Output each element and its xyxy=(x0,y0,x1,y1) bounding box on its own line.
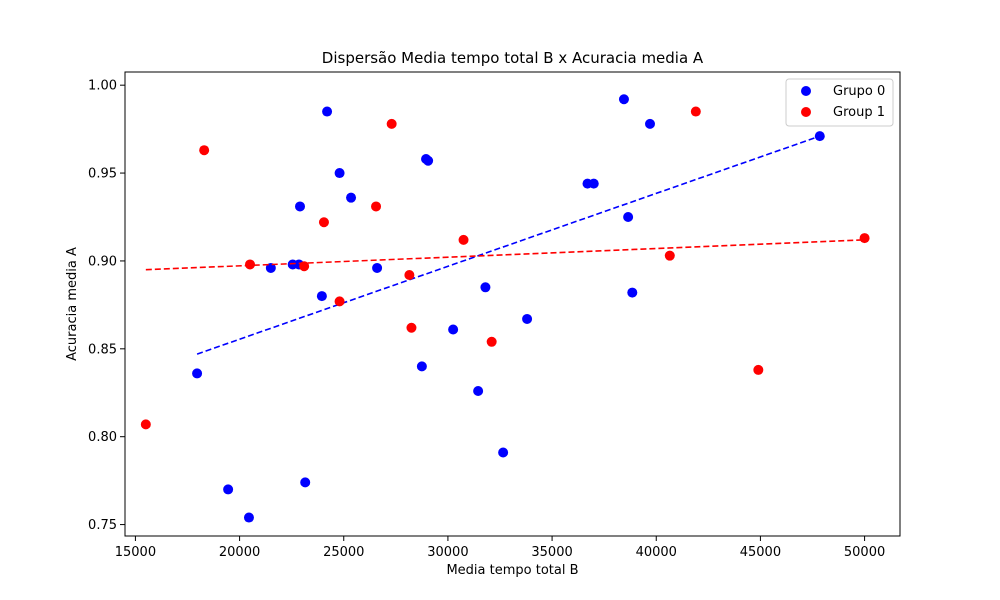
data-point-series-1 xyxy=(386,118,397,129)
data-point-series-0 xyxy=(448,324,459,335)
data-point-series-1 xyxy=(245,259,255,270)
data-point-series-1 xyxy=(299,261,310,272)
data-point-series-0 xyxy=(416,361,427,372)
y-tick-label: 0.95 xyxy=(88,167,117,182)
trendline-series-1 xyxy=(145,239,865,271)
data-point-series-1 xyxy=(371,201,382,212)
y-axis: 0.75 0.80 0.85 0.90 0.95 1.00 xyxy=(88,79,125,533)
x-tick-label: 50000 xyxy=(844,545,885,560)
legend-label-grupo-0: Grupo 0 xyxy=(833,84,885,99)
data-point-series-1 xyxy=(753,364,764,375)
x-tick-label: 25000 xyxy=(323,545,364,560)
legend: Grupo 0 Group 1 xyxy=(785,78,894,127)
legend-marker-grupo-0 xyxy=(801,86,811,96)
data-point-series-1 xyxy=(318,217,329,228)
data-point-series-0 xyxy=(372,262,383,273)
data-point-series-0 xyxy=(346,192,357,203)
data-point-series-1 xyxy=(859,233,870,244)
data-point-series-0 xyxy=(627,287,638,298)
data-point-series-1 xyxy=(334,296,345,307)
x-tick-label: 45000 xyxy=(740,545,781,560)
data-point-series-1 xyxy=(404,270,415,280)
data-point-series-0 xyxy=(618,94,629,105)
x-axis-label: Media tempo total B xyxy=(446,563,578,578)
data-point-series-1 xyxy=(486,336,497,347)
data-point-series-0 xyxy=(265,262,276,273)
data-point-series-0 xyxy=(623,212,634,222)
x-axis: 15000 20000 25000 30000 35000 40000 45000 50000 xyxy=(115,536,885,560)
trendline-series-0 xyxy=(196,135,821,355)
legend-label-group-1: Group 1 xyxy=(833,105,885,120)
x-tick-label: 35000 xyxy=(531,545,572,560)
legend-frame xyxy=(785,78,894,127)
data-point-series-0 xyxy=(300,477,311,488)
y-tick-label: 0.85 xyxy=(88,342,117,357)
x-tick-label: 30000 xyxy=(427,545,468,560)
data-point-series-1 xyxy=(458,234,469,245)
data-point-series-1 xyxy=(406,322,417,333)
data-point-series-0 xyxy=(316,291,327,302)
x-tick-label: 20000 xyxy=(219,545,260,560)
data-point-series-0 xyxy=(423,155,434,166)
data-point-series-0 xyxy=(814,131,825,142)
plot-frame xyxy=(124,71,901,537)
data-point-series-1 xyxy=(664,250,675,261)
y-tick-label: 0.75 xyxy=(88,518,117,533)
x-tick-label: 15000 xyxy=(115,545,156,560)
data-point-series-0 xyxy=(192,368,203,379)
data-point-series-0 xyxy=(243,512,254,523)
data-point-series-0 xyxy=(223,484,234,495)
y-axis-label: Acuracia media A xyxy=(65,247,80,361)
data-point-series-0 xyxy=(473,386,484,396)
x-tick-label: 40000 xyxy=(636,545,677,560)
chart-title: Dispersão Media tempo total B x Acuracia… xyxy=(322,49,704,67)
data-point-series-0 xyxy=(334,168,345,179)
legend-marker-group-1 xyxy=(801,107,811,117)
data-point-series-0 xyxy=(588,178,599,189)
y-tick-label: 0.80 xyxy=(88,430,117,445)
data-point-series-0 xyxy=(480,282,491,293)
data-point-series-0 xyxy=(322,106,333,117)
data-point-series-1 xyxy=(140,419,151,430)
data-point-series-1 xyxy=(690,106,701,117)
data-point-series-0 xyxy=(498,447,509,458)
data-point-series-0 xyxy=(295,201,305,212)
data-point-series-0 xyxy=(645,118,655,129)
data-point-series-1 xyxy=(199,145,210,156)
y-tick-label: 0.90 xyxy=(88,254,117,269)
data-point-series-0 xyxy=(522,313,533,324)
y-tick-label: 1.00 xyxy=(88,79,117,94)
